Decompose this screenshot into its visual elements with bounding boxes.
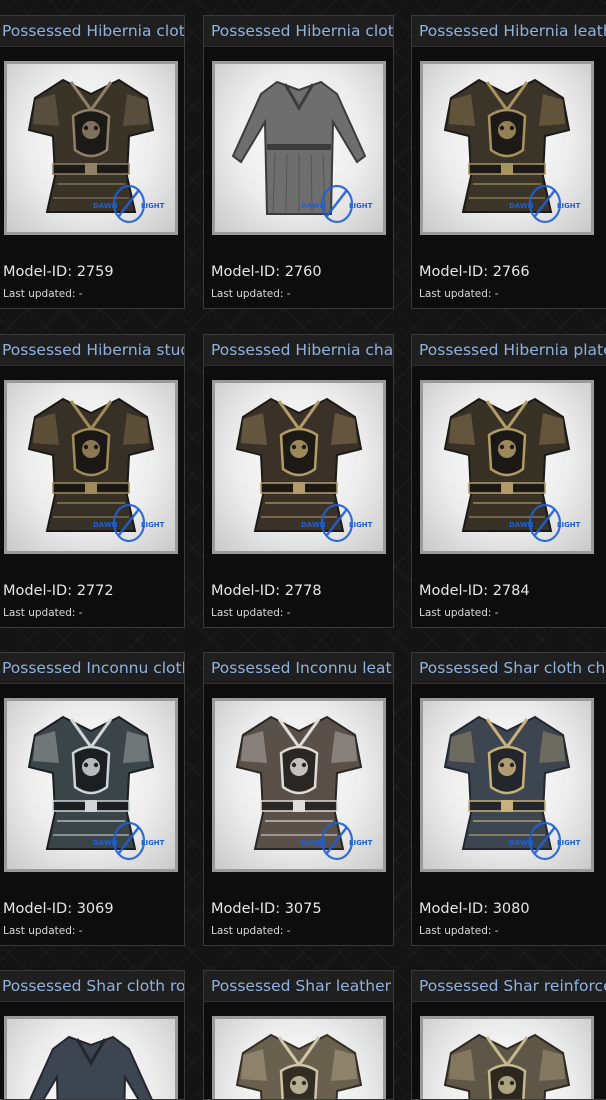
dawn-of-light-logo-icon: DAWN LIGHT xyxy=(509,503,581,543)
model-id-text: Model-ID: 3075 xyxy=(211,901,322,917)
item-card[interactable]: Possessed Hibernia chain/scale chest DAW… xyxy=(203,334,394,628)
model-id-text: Model-ID: 2772 xyxy=(3,583,114,599)
item-title-link[interactable]: Possessed Shar reinforced chest xyxy=(412,971,606,1002)
tunic-armor-image: DAWN LIGHT xyxy=(235,715,373,861)
tunic-armor-image: DAWN LIGHT xyxy=(27,715,165,861)
dawn-of-light-logo-icon: DAWN LIGHT xyxy=(93,821,165,861)
item-title-link[interactable]: Possessed Hibernia cloth robe xyxy=(204,16,393,47)
svg-text:DAWN: DAWN xyxy=(509,202,534,210)
item-thumbnail[interactable]: DAWN LIGHT xyxy=(4,380,178,554)
item-title-link[interactable]: Possessed Shar cloth chest xyxy=(412,653,606,684)
item-title-link[interactable]: Possessed Shar cloth robe xyxy=(0,971,184,1002)
robe-armor-image: DAWN LIGHT xyxy=(231,80,373,224)
last-updated-text: Last updated: - xyxy=(3,288,83,300)
item-card[interactable]: Possessed Hibernia cloth robe DAWNLIGHT … xyxy=(203,15,394,309)
item-thumbnail[interactable]: DAWN LIGHT xyxy=(4,698,178,872)
item-thumbnail[interactable]: DAWN LIGHT xyxy=(4,61,178,235)
item-card[interactable]: Possessed Shar reinforced chest DAWNLIGH… xyxy=(411,970,606,1100)
vest-armor-image: DAWN LIGHT xyxy=(235,397,373,543)
item-title-link[interactable]: Possessed Inconnu cloth chest xyxy=(0,653,184,684)
svg-text:LIGHT: LIGHT xyxy=(349,839,373,847)
item-thumbnail[interactable]: DAWN LIGHT xyxy=(212,61,386,235)
model-id-text: Model-ID: 3069 xyxy=(3,901,114,917)
svg-text:LIGHT: LIGHT xyxy=(557,521,581,529)
dawn-of-light-logo-icon: DAWN LIGHT xyxy=(509,821,581,861)
svg-text:DAWN: DAWN xyxy=(301,839,326,847)
item-card[interactable]: Possessed Inconnu cloth chest DAWNLIGHT … xyxy=(0,652,185,946)
model-id-text: Model-ID: 2778 xyxy=(211,583,322,599)
item-title-link[interactable]: Possessed Shar leather chest xyxy=(204,971,393,1002)
item-title-link[interactable]: Possessed Hibernia leather chest xyxy=(412,16,606,47)
item-card[interactable]: Possessed Hibernia cloth chest DAWN LIGHT… xyxy=(0,15,185,309)
vest-armor-image: DAWN LIGHT xyxy=(443,397,581,543)
tunic-armor-image: DAWN LIGHT xyxy=(443,715,581,861)
last-updated-text: Last updated: - xyxy=(211,288,291,300)
item-thumbnail[interactable]: DAWN LIGHT xyxy=(420,380,594,554)
dawn-of-light-logo-icon: DAWN LIGHT xyxy=(301,184,373,224)
dawn-of-light-logo-icon: DAWN LIGHT xyxy=(301,821,373,861)
svg-text:LIGHT: LIGHT xyxy=(141,521,165,529)
item-thumbnail[interactable]: DAWN LIGHT xyxy=(212,698,386,872)
svg-text:DAWN: DAWN xyxy=(301,521,326,529)
svg-text:LIGHT: LIGHT xyxy=(141,202,165,210)
item-card[interactable]: Possessed Inconnu leather chest DAWN LIGH… xyxy=(203,652,394,946)
svg-text:DAWN: DAWN xyxy=(509,521,534,529)
item-title-link[interactable]: Possessed Hibernia cloth chest xyxy=(0,16,184,47)
svg-text:LIGHT: LIGHT xyxy=(557,202,581,210)
svg-text:LIGHT: LIGHT xyxy=(141,839,165,847)
item-thumbnail[interactable]: DAWN LIGHT xyxy=(420,61,594,235)
vest-armor-image: DAWN LIGHT xyxy=(27,78,165,224)
model-id-text: Model-ID: 2759 xyxy=(3,264,114,280)
item-title-link[interactable]: Possessed Hibernia plate chest xyxy=(412,335,606,366)
item-card[interactable]: Possessed Shar cloth chest DAWN LIGHT Mod… xyxy=(411,652,606,946)
svg-text:DAWN: DAWN xyxy=(301,202,326,210)
svg-text:DAWN: DAWN xyxy=(93,202,118,210)
dawn-of-light-logo-icon: DAWN LIGHT xyxy=(301,503,373,543)
last-updated-text: Last updated: - xyxy=(419,925,499,937)
model-id-text: Model-ID: 2760 xyxy=(211,264,322,280)
item-title-link[interactable]: Possessed Hibernia studded chest xyxy=(0,335,184,366)
vest-armor-image: DAWN LIGHT xyxy=(27,397,165,543)
svg-text:LIGHT: LIGHT xyxy=(349,202,373,210)
vest-armor-image: DAWN LIGHT xyxy=(443,78,581,224)
last-updated-text: Last updated: - xyxy=(211,607,291,619)
item-thumbnail[interactable]: DAWN LIGHT xyxy=(212,380,386,554)
svg-text:DAWN: DAWN xyxy=(93,521,118,529)
svg-text:LIGHT: LIGHT xyxy=(557,839,581,847)
last-updated-text: Last updated: - xyxy=(211,925,291,937)
dawn-of-light-logo-icon: DAWN LIGHT xyxy=(93,184,165,224)
svg-text:DAWN: DAWN xyxy=(509,839,534,847)
model-id-text: Model-ID: 2766 xyxy=(419,264,530,280)
svg-text:DAWN: DAWN xyxy=(93,839,118,847)
dawn-of-light-logo-icon: DAWN LIGHT xyxy=(93,503,165,543)
svg-text:LIGHT: LIGHT xyxy=(349,521,373,529)
model-id-text: Model-ID: 3080 xyxy=(419,901,530,917)
item-title-link[interactable]: Possessed Hibernia chain/scale chest xyxy=(204,335,393,366)
last-updated-text: Last updated: - xyxy=(419,607,499,619)
item-title-link[interactable]: Possessed Inconnu leather chest xyxy=(204,653,393,684)
item-card[interactable]: Possessed Hibernia studded chest DAWN LIG… xyxy=(0,334,185,628)
dawn-of-light-logo-icon: DAWN LIGHT xyxy=(509,184,581,224)
last-updated-text: Last updated: - xyxy=(3,607,83,619)
item-card[interactable]: Possessed Hibernia leather chest DAWN LIG… xyxy=(411,15,606,309)
item-thumbnail[interactable]: DAWN LIGHT xyxy=(420,698,594,872)
last-updated-text: Last updated: - xyxy=(3,925,83,937)
last-updated-text: Last updated: - xyxy=(419,288,499,300)
item-card[interactable]: Possessed Hibernia plate chest DAWN LIGHT… xyxy=(411,334,606,628)
model-id-text: Model-ID: 2784 xyxy=(419,583,530,599)
